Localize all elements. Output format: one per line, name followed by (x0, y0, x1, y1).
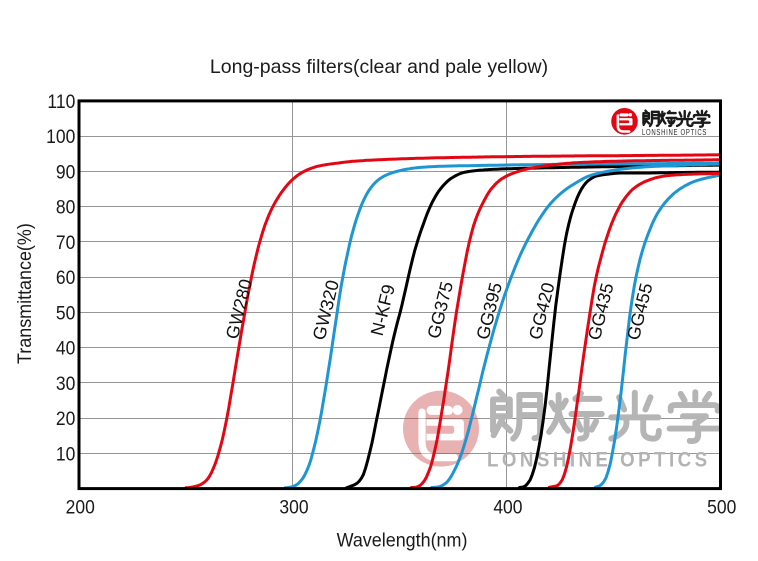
svg-text:20: 20 (56, 407, 75, 429)
svg-text:10: 10 (56, 443, 75, 465)
svg-text:GW280: GW280 (222, 277, 256, 341)
svg-text:300: 300 (279, 496, 308, 518)
svg-text:400: 400 (493, 496, 522, 518)
svg-text:GG375: GG375 (424, 279, 457, 340)
svg-text:Long-pass filters(clear and pa: Long-pass filters(clear and pale yellow) (210, 56, 548, 78)
svg-text:100: 100 (46, 125, 75, 147)
svg-text:50: 50 (56, 302, 75, 324)
svg-text:200: 200 (66, 496, 95, 518)
svg-text:40: 40 (56, 337, 75, 359)
svg-text:GG455: GG455 (623, 281, 656, 342)
svg-text:60: 60 (56, 266, 75, 288)
svg-text:80: 80 (56, 196, 75, 218)
svg-text:N-KF9: N-KF9 (367, 282, 399, 337)
svg-text:Wavelength(nm): Wavelength(nm) (337, 529, 468, 551)
svg-text:90: 90 (56, 161, 75, 183)
svg-text:LONSHINE OPTICS: LONSHINE OPTICS (642, 128, 707, 137)
svg-text:Transmittance(%): Transmittance(%) (13, 223, 35, 364)
svg-text:500: 500 (707, 496, 736, 518)
svg-text:30: 30 (56, 372, 75, 394)
svg-text:110: 110 (47, 90, 75, 112)
svg-text:70: 70 (56, 231, 75, 253)
svg-text:LONSHINE OPTICS: LONSHINE OPTICS (487, 448, 711, 472)
